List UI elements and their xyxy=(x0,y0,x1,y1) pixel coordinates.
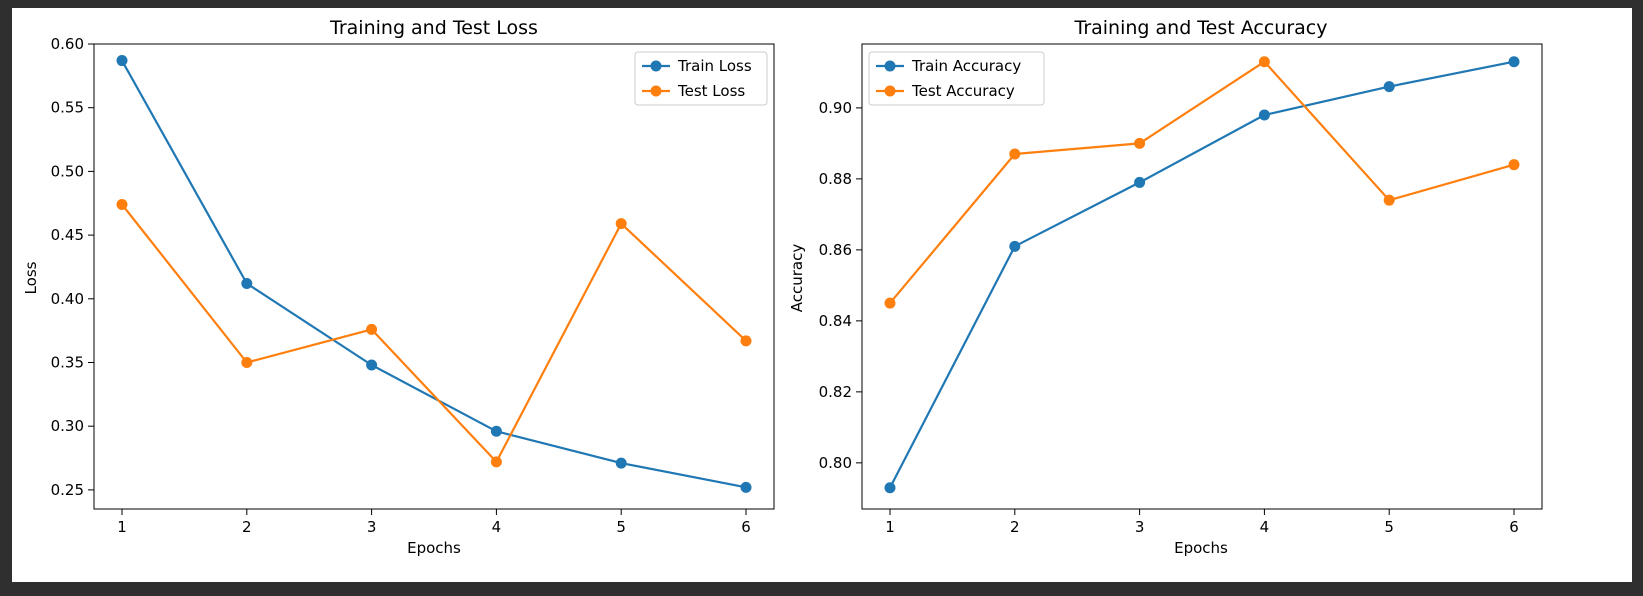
accuracy-series-line-0 xyxy=(889,60,1515,489)
accuracy-y-tick-label: 0.82 xyxy=(819,383,852,401)
loss-legend-test-label: Test Loss xyxy=(677,82,745,100)
accuracy-series-1-point xyxy=(1258,56,1270,68)
accuracy-legend-train-label: Train Accuracy xyxy=(911,57,1021,75)
loss-y-tick-label: 0.60 xyxy=(51,35,84,53)
figure: Training and Test Loss 0.25 0.30 0.35 0.40 0… xyxy=(12,8,1632,582)
loss-x-tick-label: 5 xyxy=(616,518,626,536)
loss-series-1-point xyxy=(366,323,378,335)
loss-plot-area xyxy=(93,43,775,510)
accuracy-series-1-point xyxy=(1009,148,1021,160)
loss-chart: Training and Test Loss 0.250.300.350.400… xyxy=(22,17,775,557)
loss-chart-title: Training and Test Loss xyxy=(329,17,538,39)
loss-x-axis-label: Epochs xyxy=(407,539,461,557)
accuracy-y-tick-label: 0.86 xyxy=(819,241,852,259)
loss-series-0-point xyxy=(116,55,128,67)
loss-series-0-point xyxy=(615,457,627,469)
accuracy-x-tick-label: 4 xyxy=(1260,518,1270,536)
loss-x-tick-label: 4 xyxy=(492,518,502,536)
loss-y-tick-label: 0.40 xyxy=(51,290,84,308)
loss-series-0-point xyxy=(740,481,752,493)
loss-x-tick-label: 3 xyxy=(367,518,377,536)
accuracy-series-0-point xyxy=(1383,81,1395,93)
accuracy-chart: Training and Test Accuracy 0.800.820.840… xyxy=(788,17,1543,557)
accuracy-legend-frame xyxy=(868,51,1045,106)
loss-legend-item-train: Train Loss xyxy=(642,57,752,75)
loss-series-layer xyxy=(116,55,752,493)
loss-series-0-point xyxy=(241,278,253,290)
loss-y-tick-label: 0.30 xyxy=(51,417,84,435)
loss-x-tick-label: 2 xyxy=(242,518,252,536)
accuracy-series-1-point xyxy=(1383,194,1395,206)
accuracy-legend-train-marker xyxy=(884,60,896,72)
loss-series-0-point xyxy=(366,359,378,371)
accuracy-series-0-point xyxy=(1134,176,1146,188)
accuracy-series-0-point xyxy=(1258,109,1270,121)
accuracy-chart-title: Training and Test Accuracy xyxy=(1074,17,1328,39)
loss-y-tick-label: 0.55 xyxy=(51,99,84,117)
accuracy-legend-test-label: Test Accuracy xyxy=(911,82,1015,100)
loss-y-tick-label: 0.45 xyxy=(51,226,84,244)
accuracy-x-tick-label: 1 xyxy=(885,518,895,536)
loss-series-0-point xyxy=(490,425,502,437)
accuracy-series-0-point xyxy=(1508,56,1520,68)
loss-x-tick-label: 6 xyxy=(741,518,751,536)
accuracy-x-ticks: 1 2 3 4 5 6 xyxy=(885,509,1519,536)
accuracy-series-1-point xyxy=(1134,137,1146,149)
loss-series-1-point xyxy=(740,335,752,347)
accuracy-x-tick-label: 6 xyxy=(1509,518,1519,536)
accuracy-x-tick-label: 5 xyxy=(1384,518,1394,536)
accuracy-y-tick-label: 0.84 xyxy=(819,312,852,330)
accuracy-y-ticks: 0.80 0.82 0.84 0.86 0.88 0.90 xyxy=(819,99,862,472)
loss-legend-item-test: Test Loss xyxy=(642,82,745,100)
accuracy-y-tick-label: 0.88 xyxy=(819,170,852,188)
loss-x-tick-label: 1 xyxy=(117,518,127,536)
accuracy-series-1-point xyxy=(1508,159,1520,171)
loss-legend: Train Loss Test Loss xyxy=(634,51,768,106)
loss-y-tick-label: 0.35 xyxy=(51,353,84,371)
accuracy-x-tick-label: 2 xyxy=(1010,518,1020,536)
loss-y-tick-label: 0.50 xyxy=(51,162,84,180)
accuracy-legend-item-train: Train Accuracy xyxy=(876,57,1021,75)
accuracy-y-axis-label: Accuracy xyxy=(788,244,806,313)
accuracy-y-tick-label: 0.80 xyxy=(819,454,852,472)
loss-series-1-point xyxy=(490,456,502,468)
loss-legend-train-marker xyxy=(650,60,662,72)
accuracy-x-tick-label: 3 xyxy=(1135,518,1145,536)
figure-canvas: Training and Test Loss 0.250.300.350.400… xyxy=(22,17,1543,557)
loss-series-1-point xyxy=(116,199,128,211)
accuracy-plot-area xyxy=(861,43,1543,510)
accuracy-y-tick-label: 0.90 xyxy=(819,99,852,117)
loss-legend-train-label: Train Loss xyxy=(677,57,752,75)
loss-series-line-0 xyxy=(121,60,747,489)
loss-y-axis-label: Loss xyxy=(22,261,40,294)
loss-y-ticks: 0.25 0.30 0.35 0.40 0.45 0.50 0.55 0.60 xyxy=(51,35,94,499)
loss-x-ticks: 1 2 3 4 5 6 xyxy=(117,509,751,536)
accuracy-series-0-point xyxy=(1009,240,1021,252)
accuracy-series-0-point xyxy=(884,482,896,494)
accuracy-legend-test-marker xyxy=(884,85,896,97)
accuracy-series-line-1 xyxy=(889,60,1515,304)
loss-legend-test-marker xyxy=(650,85,662,97)
accuracy-series-1-point xyxy=(884,297,896,309)
loss-series-line-1 xyxy=(121,203,747,463)
accuracy-legend: Train Accuracy Test Accuracy xyxy=(868,51,1045,106)
accuracy-legend-item-test: Test Accuracy xyxy=(876,82,1015,100)
accuracy-series-layer xyxy=(884,56,1520,494)
loss-series-1-point xyxy=(615,218,627,230)
loss-y-tick-label: 0.25 xyxy=(51,481,84,499)
loss-series-1-point xyxy=(241,356,253,368)
accuracy-x-axis-label: Epochs xyxy=(1174,539,1228,557)
